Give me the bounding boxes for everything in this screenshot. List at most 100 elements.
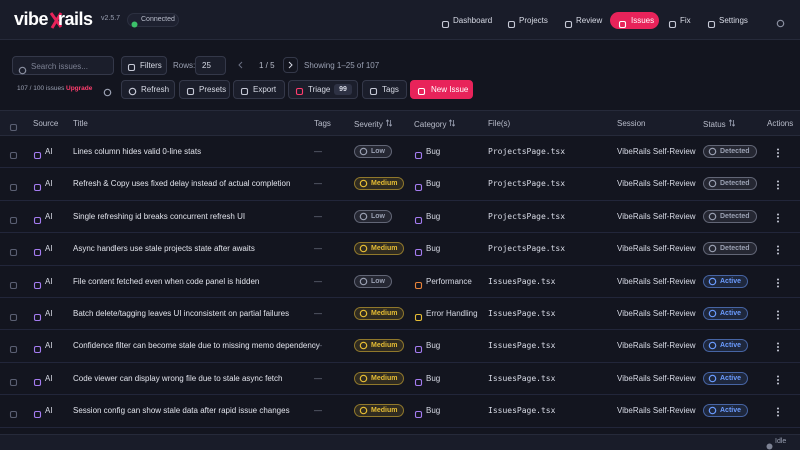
button-label: Presets bbox=[199, 85, 227, 94]
category-icon bbox=[414, 212, 423, 224]
prev-page[interactable] bbox=[234, 58, 248, 72]
button-icon bbox=[186, 85, 195, 96]
column-header[interactable]: Severity bbox=[354, 119, 393, 129]
table-row bbox=[0, 136, 800, 169]
rows-select[interactable]: 25 bbox=[195, 56, 226, 75]
table-row bbox=[0, 266, 800, 298]
file[interactable]: IssuesPage.tsx bbox=[488, 341, 556, 351]
upgrade-link[interactable]: Upgrade bbox=[66, 85, 93, 92]
row-actions[interactable] bbox=[775, 373, 781, 385]
file[interactable]: IssuesPage.tsx bbox=[488, 373, 556, 383]
theme-toggle[interactable] bbox=[776, 15, 785, 28]
file[interactable]: ProjectsPage.tsx bbox=[488, 147, 566, 156]
status-badge-icon bbox=[708, 309, 717, 318]
nav-item[interactable]: Dashboard bbox=[441, 12, 492, 29]
column-header[interactable]: Status bbox=[703, 119, 735, 129]
button-icon bbox=[240, 85, 249, 96]
nav-label: Settings bbox=[719, 16, 748, 25]
filters-label: Filters bbox=[140, 61, 162, 70]
row-checkbox[interactable] bbox=[9, 147, 18, 160]
severity-badge-text: Medium bbox=[371, 310, 398, 317]
column-header: Tags bbox=[314, 119, 331, 128]
nav-item[interactable]: Issues bbox=[610, 12, 659, 29]
file[interactable]: ProjectsPage.tsx bbox=[488, 244, 566, 254]
title[interactable]: Lines column hides valid 0-line stats bbox=[73, 147, 202, 156]
row-checkbox[interactable] bbox=[9, 179, 18, 192]
row-actions[interactable] bbox=[775, 211, 781, 223]
severity-badge-icon bbox=[359, 244, 368, 253]
source: AI bbox=[45, 309, 53, 318]
nav-icon bbox=[707, 16, 716, 29]
row-actions[interactable] bbox=[775, 146, 781, 158]
title[interactable]: Refresh & Copy uses fixed delay instead … bbox=[73, 179, 291, 189]
row-actions[interactable] bbox=[775, 405, 781, 417]
button-icon bbox=[369, 85, 378, 96]
severity-badge-text: Medium bbox=[371, 245, 398, 253]
status-badge-icon bbox=[708, 147, 717, 156]
toolbar-button[interactable]: Tags bbox=[362, 80, 407, 99]
row-checkbox[interactable] bbox=[9, 244, 18, 257]
status-badge: Detected bbox=[703, 209, 757, 223]
button-label: Export bbox=[253, 85, 277, 94]
nav-item[interactable]: Settings bbox=[707, 12, 750, 29]
row-actions[interactable] bbox=[775, 178, 781, 190]
severity-badge-text: Medium bbox=[371, 407, 398, 415]
row-actions[interactable] bbox=[775, 276, 781, 288]
row-checkbox[interactable] bbox=[9, 277, 18, 289]
row-checkbox[interactable] bbox=[9, 374, 18, 386]
file[interactable]: IssuesPage.tsx bbox=[488, 406, 556, 416]
button-icon bbox=[295, 85, 304, 96]
title[interactable]: Code viewer can display wrong file due t… bbox=[73, 373, 283, 383]
toolbar-button[interactable]: Triage 99 bbox=[288, 80, 358, 99]
toolbar-button[interactable]: Refresh bbox=[121, 80, 175, 99]
nav-item[interactable]: Projects bbox=[507, 12, 548, 29]
column-header[interactable]: Category bbox=[414, 119, 456, 129]
page-indicator: 1 / 5 bbox=[259, 61, 275, 70]
source-icon bbox=[33, 374, 42, 386]
row-actions[interactable] bbox=[775, 308, 781, 320]
nav-item[interactable]: Review bbox=[564, 12, 602, 29]
column-header: Session bbox=[617, 119, 646, 128]
nav-item[interactable]: Fix bbox=[668, 12, 691, 29]
title[interactable]: Confidence filter can become stale due t… bbox=[73, 341, 320, 351]
category: Performance bbox=[426, 276, 472, 286]
severity-badge-icon bbox=[359, 147, 368, 156]
status-badge-text: Detected bbox=[720, 245, 750, 253]
status-dot bbox=[130, 16, 139, 28]
nav-icon bbox=[507, 16, 516, 29]
row-checkbox[interactable] bbox=[9, 406, 18, 419]
title[interactable]: Session config can show stale data after… bbox=[73, 406, 290, 416]
new-issue-button[interactable]: New Issue bbox=[410, 80, 473, 99]
row-checkbox[interactable] bbox=[9, 341, 18, 354]
title[interactable]: Async handlers use stale projects state … bbox=[73, 244, 255, 254]
row-actions[interactable] bbox=[775, 243, 781, 255]
title[interactable]: Single refreshing id breaks concurrent r… bbox=[73, 211, 246, 221]
row-actions[interactable] bbox=[775, 340, 781, 352]
search-box[interactable]: Search issues... bbox=[12, 56, 114, 75]
column-header: File(s) bbox=[488, 119, 511, 128]
next-page[interactable] bbox=[283, 57, 298, 73]
status-badge: Active bbox=[703, 371, 749, 385]
file[interactable]: ProjectsPage.tsx bbox=[488, 179, 566, 189]
severity-badge-icon bbox=[359, 277, 368, 286]
nav-label: Issues bbox=[631, 16, 655, 25]
title[interactable]: Batch delete/tagging leaves UI inconsist… bbox=[73, 309, 290, 318]
help-icon[interactable] bbox=[103, 84, 112, 97]
row-checkbox[interactable] bbox=[9, 212, 18, 224]
select-all-checkbox[interactable] bbox=[9, 119, 18, 132]
filters-button[interactable]: Filters bbox=[121, 56, 167, 75]
category-icon bbox=[414, 147, 423, 160]
file[interactable]: ProjectsPage.tsx bbox=[488, 211, 566, 221]
nav-icon bbox=[564, 16, 573, 29]
source-icon bbox=[33, 179, 42, 192]
status-badge: Active bbox=[703, 307, 749, 320]
title[interactable]: File content fetched even when code pane… bbox=[73, 276, 260, 286]
status-badge: Detected bbox=[703, 145, 757, 158]
file[interactable]: IssuesPage.tsx bbox=[488, 309, 556, 318]
file[interactable]: IssuesPage.tsx bbox=[488, 276, 556, 286]
table-row bbox=[0, 330, 800, 363]
toolbar-button[interactable]: Presets bbox=[179, 80, 230, 99]
row-checkbox[interactable] bbox=[9, 309, 18, 322]
toolbar-button[interactable]: Export bbox=[233, 80, 285, 99]
